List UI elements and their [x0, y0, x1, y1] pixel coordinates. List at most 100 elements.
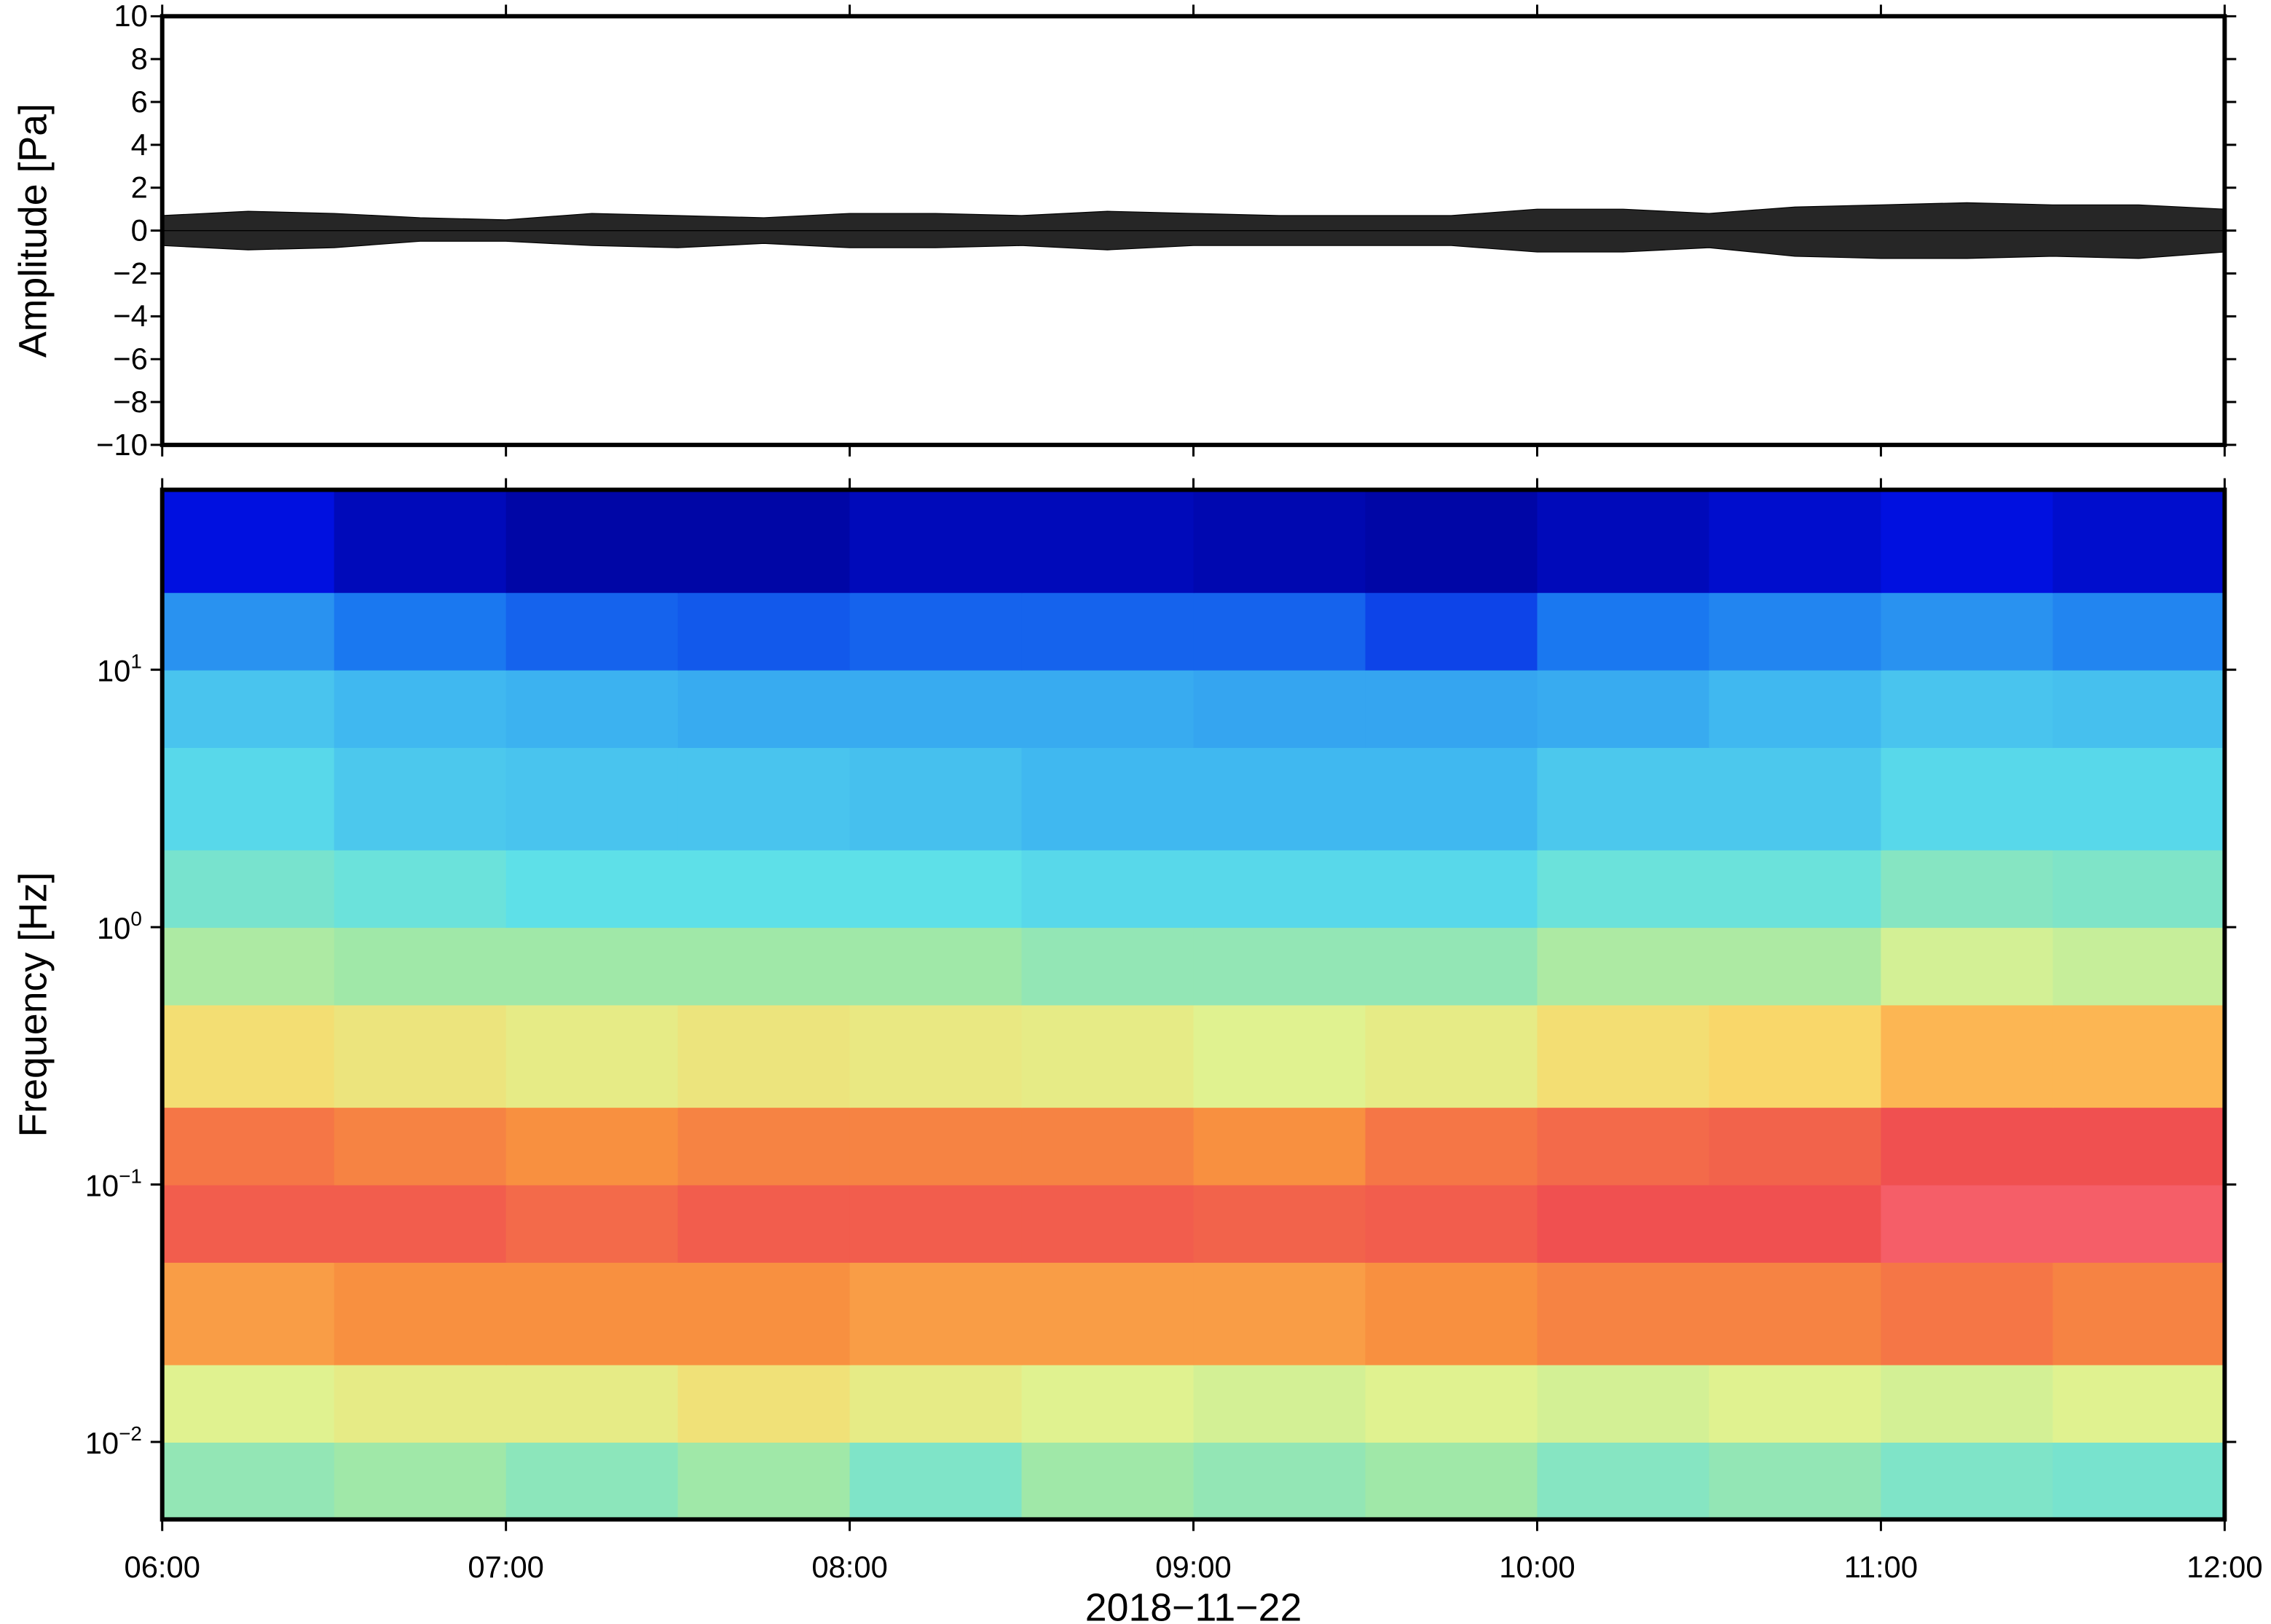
spectrogram-cell	[1709, 1261, 1882, 1365]
spectrogram-cell	[162, 1004, 335, 1108]
spectrogram-cell	[677, 747, 851, 851]
spectrogram-cell	[2052, 592, 2226, 671]
x-tick-label: 07:00	[468, 1550, 543, 1584]
spectrogram-cell	[1193, 927, 1366, 1006]
y-tick-label: −8	[113, 385, 148, 419]
plot-frame	[160, 487, 2227, 1522]
spectrogram-cell	[1193, 849, 1366, 929]
waveform-envelope	[162, 230, 2225, 259]
y-tick-label: −4	[113, 299, 148, 333]
spectrogram-cell	[505, 669, 679, 749]
spectrogram-cell	[849, 849, 1023, 929]
spectrogram-cell	[849, 927, 1023, 1006]
y-tick-label: 6	[131, 84, 148, 119]
spectrogram-cell	[2052, 1364, 2226, 1443]
spectrogram-cell	[334, 927, 507, 1006]
spectrogram-cell	[1021, 747, 1194, 851]
spectrogram-cell	[1365, 1107, 1538, 1186]
spectrogram-cell	[2052, 1107, 2226, 1186]
spectrogram-cell	[1193, 1004, 1366, 1108]
spectrogram-cell	[334, 669, 507, 749]
y-tick-base: 10	[97, 911, 130, 945]
spectrogram-cell	[1365, 1441, 1538, 1521]
y-tick-exponent: 0	[130, 907, 141, 930]
spectrogram-cell	[1365, 849, 1538, 929]
spectrogram-cell	[334, 1184, 507, 1263]
spectrogram-cell	[505, 927, 679, 1006]
spectrogram-cell	[849, 1441, 1023, 1521]
y-tick-label: 100	[97, 907, 142, 945]
spectrogram-cell	[162, 747, 335, 851]
x-tick-label: 09:00	[1155, 1550, 1231, 1584]
y-tick-label: −6	[113, 342, 148, 376]
spectrogram-cell	[1709, 849, 1882, 929]
x-axis-label: 2018−11−22	[1085, 1586, 1302, 1624]
y-tick-exponent: 1	[130, 650, 141, 673]
spectrogram-cell	[334, 849, 507, 929]
spectrogram-cell	[849, 1107, 1023, 1186]
spectrogram-cell	[1537, 849, 1710, 929]
spectrogram-cell	[849, 1184, 1023, 1263]
spectrogram-cell	[2052, 1441, 2226, 1521]
y-tick-label: 10	[114, 0, 147, 33]
spectrogram-cell	[1021, 927, 1194, 1006]
waveform-envelope	[162, 202, 2225, 232]
spectrogram-cell	[1193, 489, 1366, 594]
spectrogram-cell	[1365, 1004, 1538, 1108]
spectrogram-cell	[1193, 1441, 1366, 1521]
spectrogram-cell	[1365, 747, 1538, 851]
spectrogram-cell	[1537, 669, 1710, 749]
spectrogram-cell	[1881, 747, 2054, 851]
spectrogram-cell	[162, 849, 335, 929]
spectrogram-cell	[677, 849, 851, 929]
spectrogram-cell	[1709, 1004, 1882, 1108]
spectrogram-cell	[162, 1364, 335, 1443]
spectrogram-cell	[334, 1364, 507, 1443]
spectrogram-cell	[1021, 1364, 1194, 1443]
spectrogram-cell	[677, 1004, 851, 1108]
spectrogram-cell	[677, 1184, 851, 1263]
spectrogram-cell	[1193, 1364, 1366, 1443]
spectrogram-cell	[2052, 1184, 2226, 1263]
spectrogram-cell	[1709, 1107, 1882, 1186]
x-tick-label: 10:00	[1499, 1550, 1575, 1584]
spectrogram-cell	[1709, 927, 1882, 1006]
spectrogram-cell	[1021, 849, 1194, 929]
spectrogram-cell	[1709, 489, 1882, 594]
spectrogram-cell	[1537, 1004, 1710, 1108]
spectrogram-cell	[677, 592, 851, 671]
y-tick-label: −2	[113, 256, 148, 290]
y-tick-base: 10	[85, 1426, 119, 1460]
spectrogram-cell	[1365, 1184, 1538, 1263]
spectrogram-cell	[505, 1107, 679, 1186]
spectrogram-cell	[677, 1364, 851, 1443]
spectrogram-cell	[2052, 747, 2226, 851]
spectrogram-cell	[1709, 1441, 1882, 1521]
spectrogram-cell	[162, 592, 335, 671]
spectrogram-cell	[162, 927, 335, 1006]
y-tick-label: 10−2	[85, 1422, 142, 1460]
plot-frame	[160, 14, 2227, 447]
spectrogram-cell	[1365, 1261, 1538, 1365]
spectrogram-cell	[334, 1107, 507, 1186]
spectrogram-cell	[334, 1441, 507, 1521]
y-tick-exponent: −2	[119, 1422, 142, 1445]
spectrogram-cell	[1021, 1441, 1194, 1521]
spectrogram-cell	[1193, 592, 1366, 671]
spectrogram-cell	[505, 489, 679, 594]
spectrogram-cell	[334, 747, 507, 851]
spectrogram-cell	[1021, 669, 1194, 749]
y-tick-label: 8	[131, 42, 148, 76]
spectrogram-cell	[1537, 1107, 1710, 1186]
spectrogram-cell	[849, 1004, 1023, 1108]
spectrogram-cell	[162, 1441, 335, 1521]
spectrogram-cell	[1021, 592, 1194, 671]
spectrogram-cell	[1709, 592, 1882, 671]
spectrogram-cell	[162, 1184, 335, 1263]
spectrogram-cell	[849, 1261, 1023, 1365]
spectrogram-cell	[677, 1107, 851, 1186]
spectrogram-cell	[849, 1364, 1023, 1443]
spectrogram-cell	[1881, 849, 2054, 929]
spectrogram-cell	[1193, 1107, 1366, 1186]
spectrogram-cell	[1881, 1184, 2054, 1263]
